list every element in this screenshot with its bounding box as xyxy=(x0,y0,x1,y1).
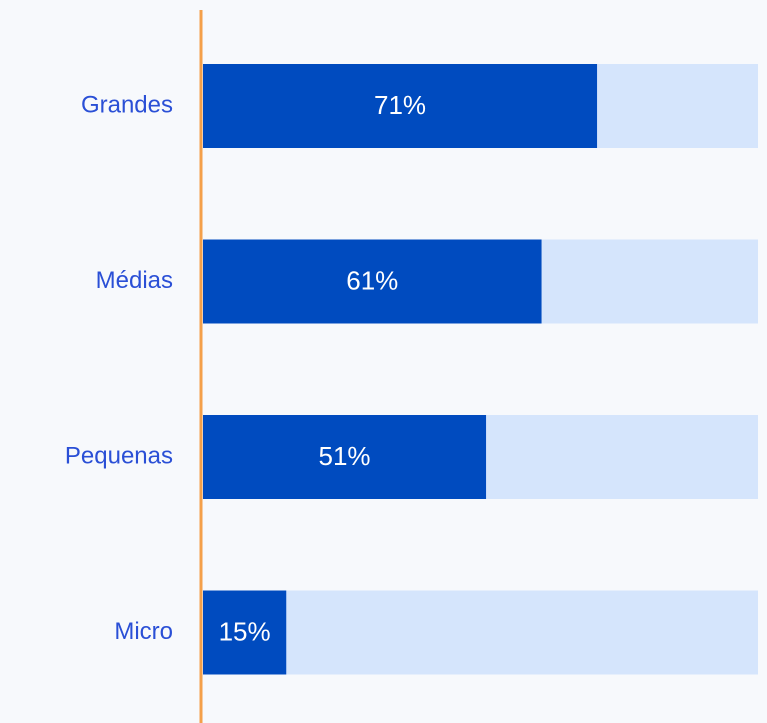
category-label: Grandes xyxy=(81,91,173,118)
value-label: 15% xyxy=(219,616,271,646)
category-label: Médias xyxy=(96,267,173,294)
bar xyxy=(203,590,287,675)
category-label: Micro xyxy=(114,618,173,645)
value-label: 51% xyxy=(319,441,371,471)
value-label: 71% xyxy=(374,90,426,120)
bar xyxy=(203,64,598,148)
category-label: Pequenas xyxy=(65,442,173,469)
bar xyxy=(203,239,542,324)
bar xyxy=(203,415,487,499)
value-label: 61% xyxy=(346,265,398,295)
bar-track xyxy=(203,590,758,675)
